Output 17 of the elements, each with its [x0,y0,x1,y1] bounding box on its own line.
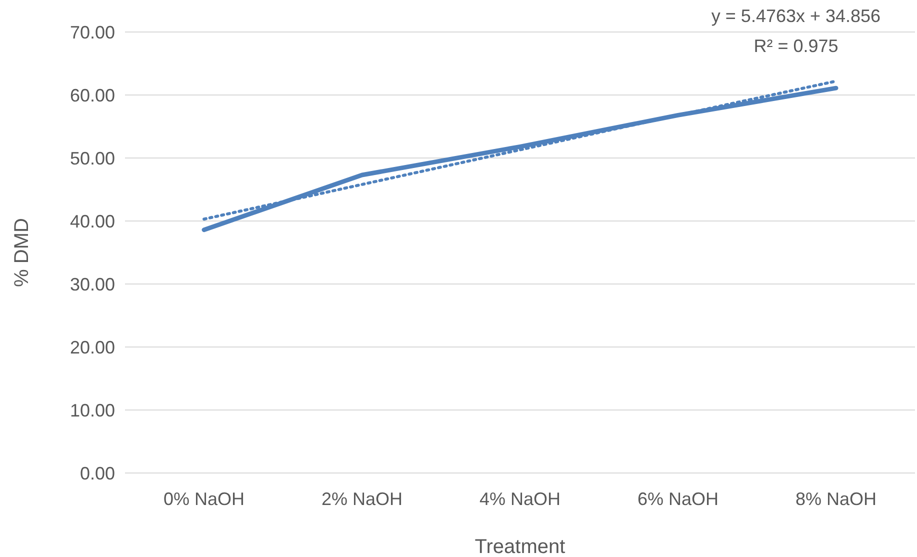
y-tick-label: 20.00 [70,337,115,358]
x-tick-label: 0% NaOH [163,489,245,509]
y-tick-label: 60.00 [70,85,115,106]
y-tick-label: 70.00 [70,22,115,42]
text: y = 5.4763x + 34.856 [711,6,881,26]
x-axis-title: Treatment [474,536,566,557]
x-tick-label: 6% NaOH [637,489,719,509]
y-axis-title: % DMD [11,218,33,287]
y-tick-label: 50.00 [70,148,115,168]
y-tick-label: 10.00 [70,400,115,420]
x-tick-label: 2% NaOH [321,489,403,509]
y-tick-label: 40.00 [70,211,115,232]
x-tick-label: 8% NaOH [795,489,877,509]
x-tick-label: 4% NaOH [479,489,561,509]
y-tick-label: 30.00 [70,274,115,294]
annotation: R² = 0.975 [754,36,838,56]
y-tick-label: 0.00 [80,463,115,484]
